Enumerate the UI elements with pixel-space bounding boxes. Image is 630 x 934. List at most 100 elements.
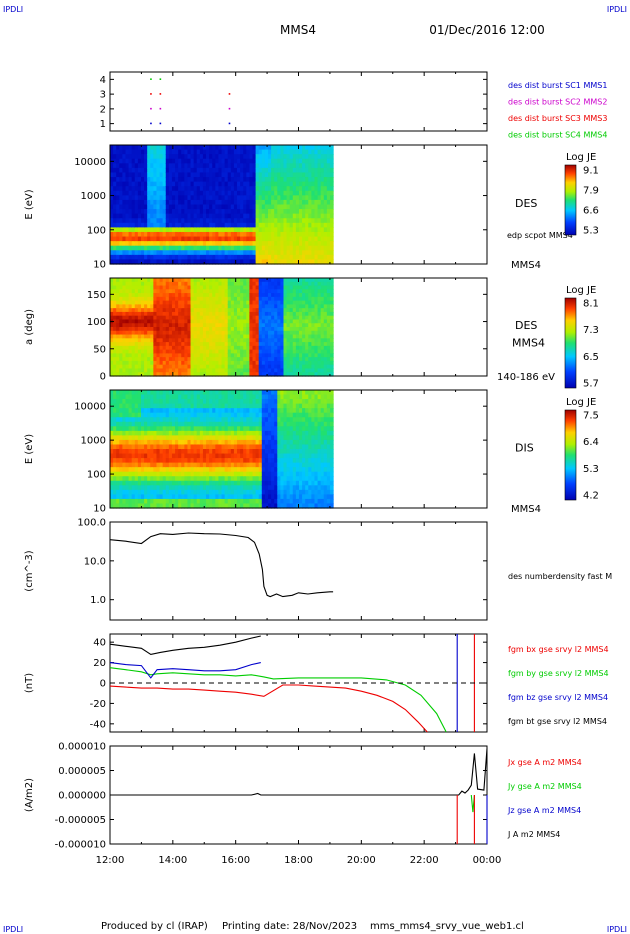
spectrogram-cell xyxy=(264,315,269,321)
spectrogram-cell xyxy=(233,467,238,473)
spectrogram-cell xyxy=(184,360,189,366)
spectrogram-cell xyxy=(271,195,275,201)
spectrogram-cell xyxy=(240,308,244,313)
spectrogram-cell xyxy=(255,149,260,155)
spectrogram-cell xyxy=(125,254,130,261)
spectrogram-cell xyxy=(162,308,167,313)
spectrogram-cell xyxy=(137,417,142,423)
spectrogram-cell xyxy=(280,209,285,215)
spectrogram-cell xyxy=(240,222,244,228)
spectrogram-cell xyxy=(140,190,145,196)
spectrogram-cell xyxy=(134,349,139,354)
spectrogram-cell xyxy=(258,241,263,247)
spectrogram-cell xyxy=(147,372,151,377)
spectrogram-cell xyxy=(178,357,182,362)
spectrogram-cell xyxy=(137,467,142,473)
spectrogram-cell xyxy=(184,254,189,261)
spectrogram-cell xyxy=(261,163,266,169)
spectrogram-cell xyxy=(289,315,294,321)
spectrogram-cell xyxy=(261,334,266,339)
spectrogram-cell xyxy=(329,172,334,178)
spectrogram-cell xyxy=(218,300,223,305)
spectrogram-cell xyxy=(261,345,266,351)
spectrogram-cell xyxy=(302,278,306,283)
spectrogram-cell xyxy=(206,323,210,328)
spectrogram-cell xyxy=(206,293,210,298)
spectrogram-cell xyxy=(283,231,288,238)
spectrogram-cell xyxy=(218,417,223,423)
spectrogram-cell xyxy=(218,412,223,418)
spectrogram-cell xyxy=(227,158,232,164)
spectrogram-cell xyxy=(128,154,133,160)
spectrogram-cell xyxy=(202,462,207,468)
spectrogram-cell xyxy=(292,304,297,309)
spectrogram-cell xyxy=(280,311,285,317)
spectrogram-cell xyxy=(147,227,151,233)
spectrogram-cell xyxy=(227,245,232,251)
spectrogram-cell xyxy=(320,296,325,302)
spectrogram-cell xyxy=(153,338,158,343)
spectrogram-cell xyxy=(168,250,173,256)
spectrogram-cell xyxy=(320,195,325,201)
spectrogram-cell xyxy=(181,360,185,366)
spectrogram-cell xyxy=(122,213,127,219)
spectrogram-cell xyxy=(230,209,235,215)
spectrogram-cell xyxy=(271,368,275,373)
spectrogram-cell xyxy=(119,190,123,196)
spectrogram-cell xyxy=(156,300,161,305)
spectrogram-cell xyxy=(218,181,223,187)
spectrogram-cell xyxy=(137,444,142,450)
spectrogram-cell xyxy=(230,489,235,495)
spectrogram-cell xyxy=(131,145,136,151)
spectrogram-cell xyxy=(202,319,207,324)
spectrogram-cell xyxy=(292,163,297,169)
spectrogram-cell xyxy=(209,154,213,160)
spectrogram-cell xyxy=(162,241,167,247)
spectrogram-cell xyxy=(292,308,297,313)
spectrogram-cell xyxy=(153,231,158,238)
spectrogram-cell xyxy=(233,227,238,233)
spectrogram-cell xyxy=(190,158,195,164)
spectrogram-cell xyxy=(268,304,272,309)
spectrogram-cell xyxy=(255,285,260,290)
spectrogram-cell xyxy=(292,311,297,317)
spectrogram-cell xyxy=(165,412,170,418)
spectrogram-cell xyxy=(156,296,161,302)
spectrogram-cell xyxy=(243,319,247,324)
spectrogram-cell xyxy=(162,259,167,265)
spectrogram-cell xyxy=(137,498,142,505)
spectrogram-cell xyxy=(305,250,309,256)
y-tick-label: 1 xyxy=(100,119,106,130)
spectrogram-cell xyxy=(237,399,241,405)
spectrogram-cell xyxy=(289,186,294,192)
spectrogram-cell xyxy=(171,222,176,228)
spectrogram-cell xyxy=(218,364,223,370)
spectrogram-cell xyxy=(224,315,229,321)
spectrogram-cell xyxy=(243,158,247,164)
spectrogram-cell xyxy=(193,323,198,328)
spectrogram-cell xyxy=(311,319,316,324)
spectrogram-cell xyxy=(128,213,133,219)
spectrogram-cell xyxy=(280,236,285,242)
spectrogram-cell xyxy=(159,245,164,251)
spectrogram-cell xyxy=(286,231,291,238)
spectrogram-cell xyxy=(196,222,201,228)
spectrogram-cell xyxy=(131,408,136,414)
spectrogram-cell xyxy=(162,181,167,187)
spectrogram-cell xyxy=(233,154,238,160)
spectrogram-cell xyxy=(181,172,185,178)
spectrogram-cell xyxy=(305,195,309,201)
spectrogram-cell xyxy=(283,145,288,151)
spectrogram-cell xyxy=(162,300,167,305)
spectrogram-cell xyxy=(221,213,226,219)
spectrogram-cell xyxy=(113,158,117,164)
spectrogram-cell xyxy=(131,181,136,187)
spectrogram-cell xyxy=(199,353,204,358)
spectrogram-cell xyxy=(264,334,269,339)
spectrogram-cell xyxy=(302,364,306,370)
spectrogram-cell xyxy=(218,163,223,169)
spectrogram-cell xyxy=(190,480,195,486)
spectrogram-cell xyxy=(187,330,192,336)
corner-label-top-right: IPDLI xyxy=(607,5,627,14)
spectrogram-cell xyxy=(240,177,244,183)
